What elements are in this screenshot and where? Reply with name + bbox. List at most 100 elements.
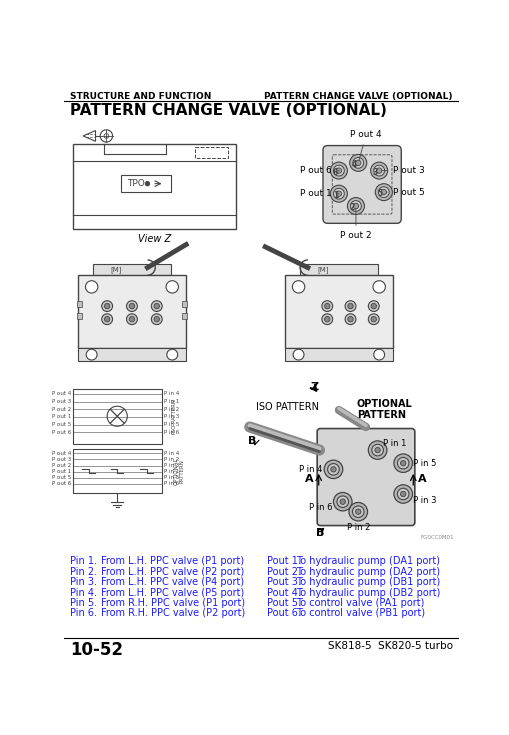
Circle shape (333, 188, 344, 199)
Circle shape (129, 317, 134, 322)
Circle shape (126, 314, 137, 325)
Text: P in 2: P in 2 (346, 523, 369, 531)
Circle shape (333, 165, 344, 176)
Bar (284, 348, 392, 361)
Text: 2: 2 (349, 203, 354, 212)
FancyBboxPatch shape (322, 146, 401, 223)
Circle shape (104, 304, 109, 309)
Circle shape (367, 314, 378, 325)
Text: P in 2: P in 2 (163, 406, 179, 412)
Text: Pout 5.: Pout 5. (266, 598, 300, 608)
Text: From L.H. PPC valve (P2 port): From L.H. PPC valve (P2 port) (101, 567, 244, 577)
Text: OPTIONAL
PATTERN: OPTIONAL PATTERN (174, 457, 184, 484)
Circle shape (324, 317, 329, 322)
Circle shape (353, 204, 358, 209)
Bar (73, 144, 235, 229)
Circle shape (333, 492, 351, 511)
Text: P out 5: P out 5 (52, 476, 71, 480)
Circle shape (166, 349, 177, 360)
Text: From L.H. PPC valve (P4 port): From L.H. PPC valve (P4 port) (101, 577, 244, 587)
Text: From L.H. PPC valve (P5 port): From L.H. PPC valve (P5 port) (101, 587, 244, 598)
Text: Pout 2.: Pout 2. (266, 567, 300, 577)
Circle shape (374, 448, 380, 453)
Text: P in 4: P in 4 (298, 465, 321, 474)
Text: P out 1: P out 1 (52, 415, 71, 420)
Text: P in 3: P in 3 (163, 415, 179, 420)
Circle shape (86, 281, 98, 293)
Bar (77, 276, 186, 348)
Circle shape (350, 201, 361, 212)
Circle shape (330, 467, 335, 472)
Circle shape (393, 485, 412, 503)
Text: STRUCTURE AND FUNCTION: STRUCTURE AND FUNCTION (70, 92, 211, 101)
Circle shape (330, 162, 347, 179)
Text: P out 3: P out 3 (52, 399, 71, 404)
Circle shape (126, 301, 137, 312)
Text: [M]: [M] (110, 267, 122, 273)
Bar (77, 313, 81, 319)
Bar (121, 175, 171, 192)
Text: P in 6: P in 6 (163, 481, 179, 487)
Circle shape (347, 198, 364, 215)
Circle shape (397, 457, 408, 469)
Circle shape (324, 304, 329, 309)
Circle shape (400, 491, 405, 497)
Text: P in 5: P in 5 (163, 422, 179, 427)
Text: Pin 5.: Pin 5. (70, 598, 97, 608)
Text: Pout 1.: Pout 1. (266, 556, 300, 567)
Circle shape (292, 281, 304, 293)
Text: TPO: TPO (127, 179, 145, 188)
Circle shape (324, 460, 342, 478)
Circle shape (370, 162, 387, 179)
Text: P out 6: P out 6 (299, 166, 338, 175)
Circle shape (327, 464, 338, 475)
Bar (284, 276, 392, 348)
Bar (299, 264, 377, 276)
Circle shape (349, 154, 366, 171)
Text: P in 3: P in 3 (412, 495, 436, 505)
Circle shape (345, 314, 355, 325)
Text: P out 5: P out 5 (52, 422, 71, 427)
Text: B: B (316, 528, 324, 538)
Bar (182, 313, 187, 319)
Circle shape (376, 168, 381, 173)
Circle shape (352, 157, 363, 168)
Text: P out 1: P out 1 (299, 189, 338, 198)
Text: 6: 6 (332, 168, 337, 176)
Text: P in 2: P in 2 (163, 457, 179, 462)
Text: P in 5: P in 5 (163, 476, 179, 480)
Circle shape (355, 160, 360, 165)
Circle shape (371, 317, 376, 322)
Text: ISO PATTERN: ISO PATTERN (256, 402, 318, 412)
Text: From L.H. PPC valve (P1 port): From L.H. PPC valve (P1 port) (101, 556, 244, 567)
Circle shape (375, 184, 391, 201)
Text: P out 2: P out 2 (52, 463, 71, 468)
Text: [M]: [M] (317, 267, 328, 273)
Text: P out 2: P out 2 (340, 209, 371, 240)
Circle shape (372, 281, 385, 293)
Text: To control valve (PA1 port): To control valve (PA1 port) (296, 598, 424, 608)
Circle shape (371, 304, 376, 309)
Text: PATTERN CHANGE VALVE (OPTIONAL): PATTERN CHANGE VALVE (OPTIONAL) (70, 103, 386, 118)
Circle shape (336, 496, 348, 507)
Text: 1: 1 (332, 190, 337, 200)
Text: Pout 3.: Pout 3. (266, 577, 300, 587)
Text: Pout 6.: Pout 6. (266, 609, 300, 618)
Text: Pin 3.: Pin 3. (70, 577, 97, 587)
Text: Pin 1.: Pin 1. (70, 556, 97, 567)
Bar (77, 301, 81, 307)
Circle shape (293, 349, 303, 360)
Text: P out 4: P out 4 (52, 392, 71, 396)
Text: To hydraulic pump (DB1 port): To hydraulic pump (DB1 port) (296, 577, 440, 587)
Text: 5: 5 (377, 189, 382, 198)
Text: P out 3: P out 3 (52, 457, 71, 462)
Text: P in 1: P in 1 (163, 469, 179, 474)
Circle shape (373, 349, 384, 360)
Circle shape (154, 317, 159, 322)
Circle shape (380, 190, 386, 195)
Circle shape (151, 301, 162, 312)
Text: P in 6: P in 6 (163, 430, 179, 435)
Text: FG0CC0M01: FG0CC0M01 (419, 535, 453, 539)
Bar (182, 301, 187, 307)
Circle shape (330, 185, 347, 202)
